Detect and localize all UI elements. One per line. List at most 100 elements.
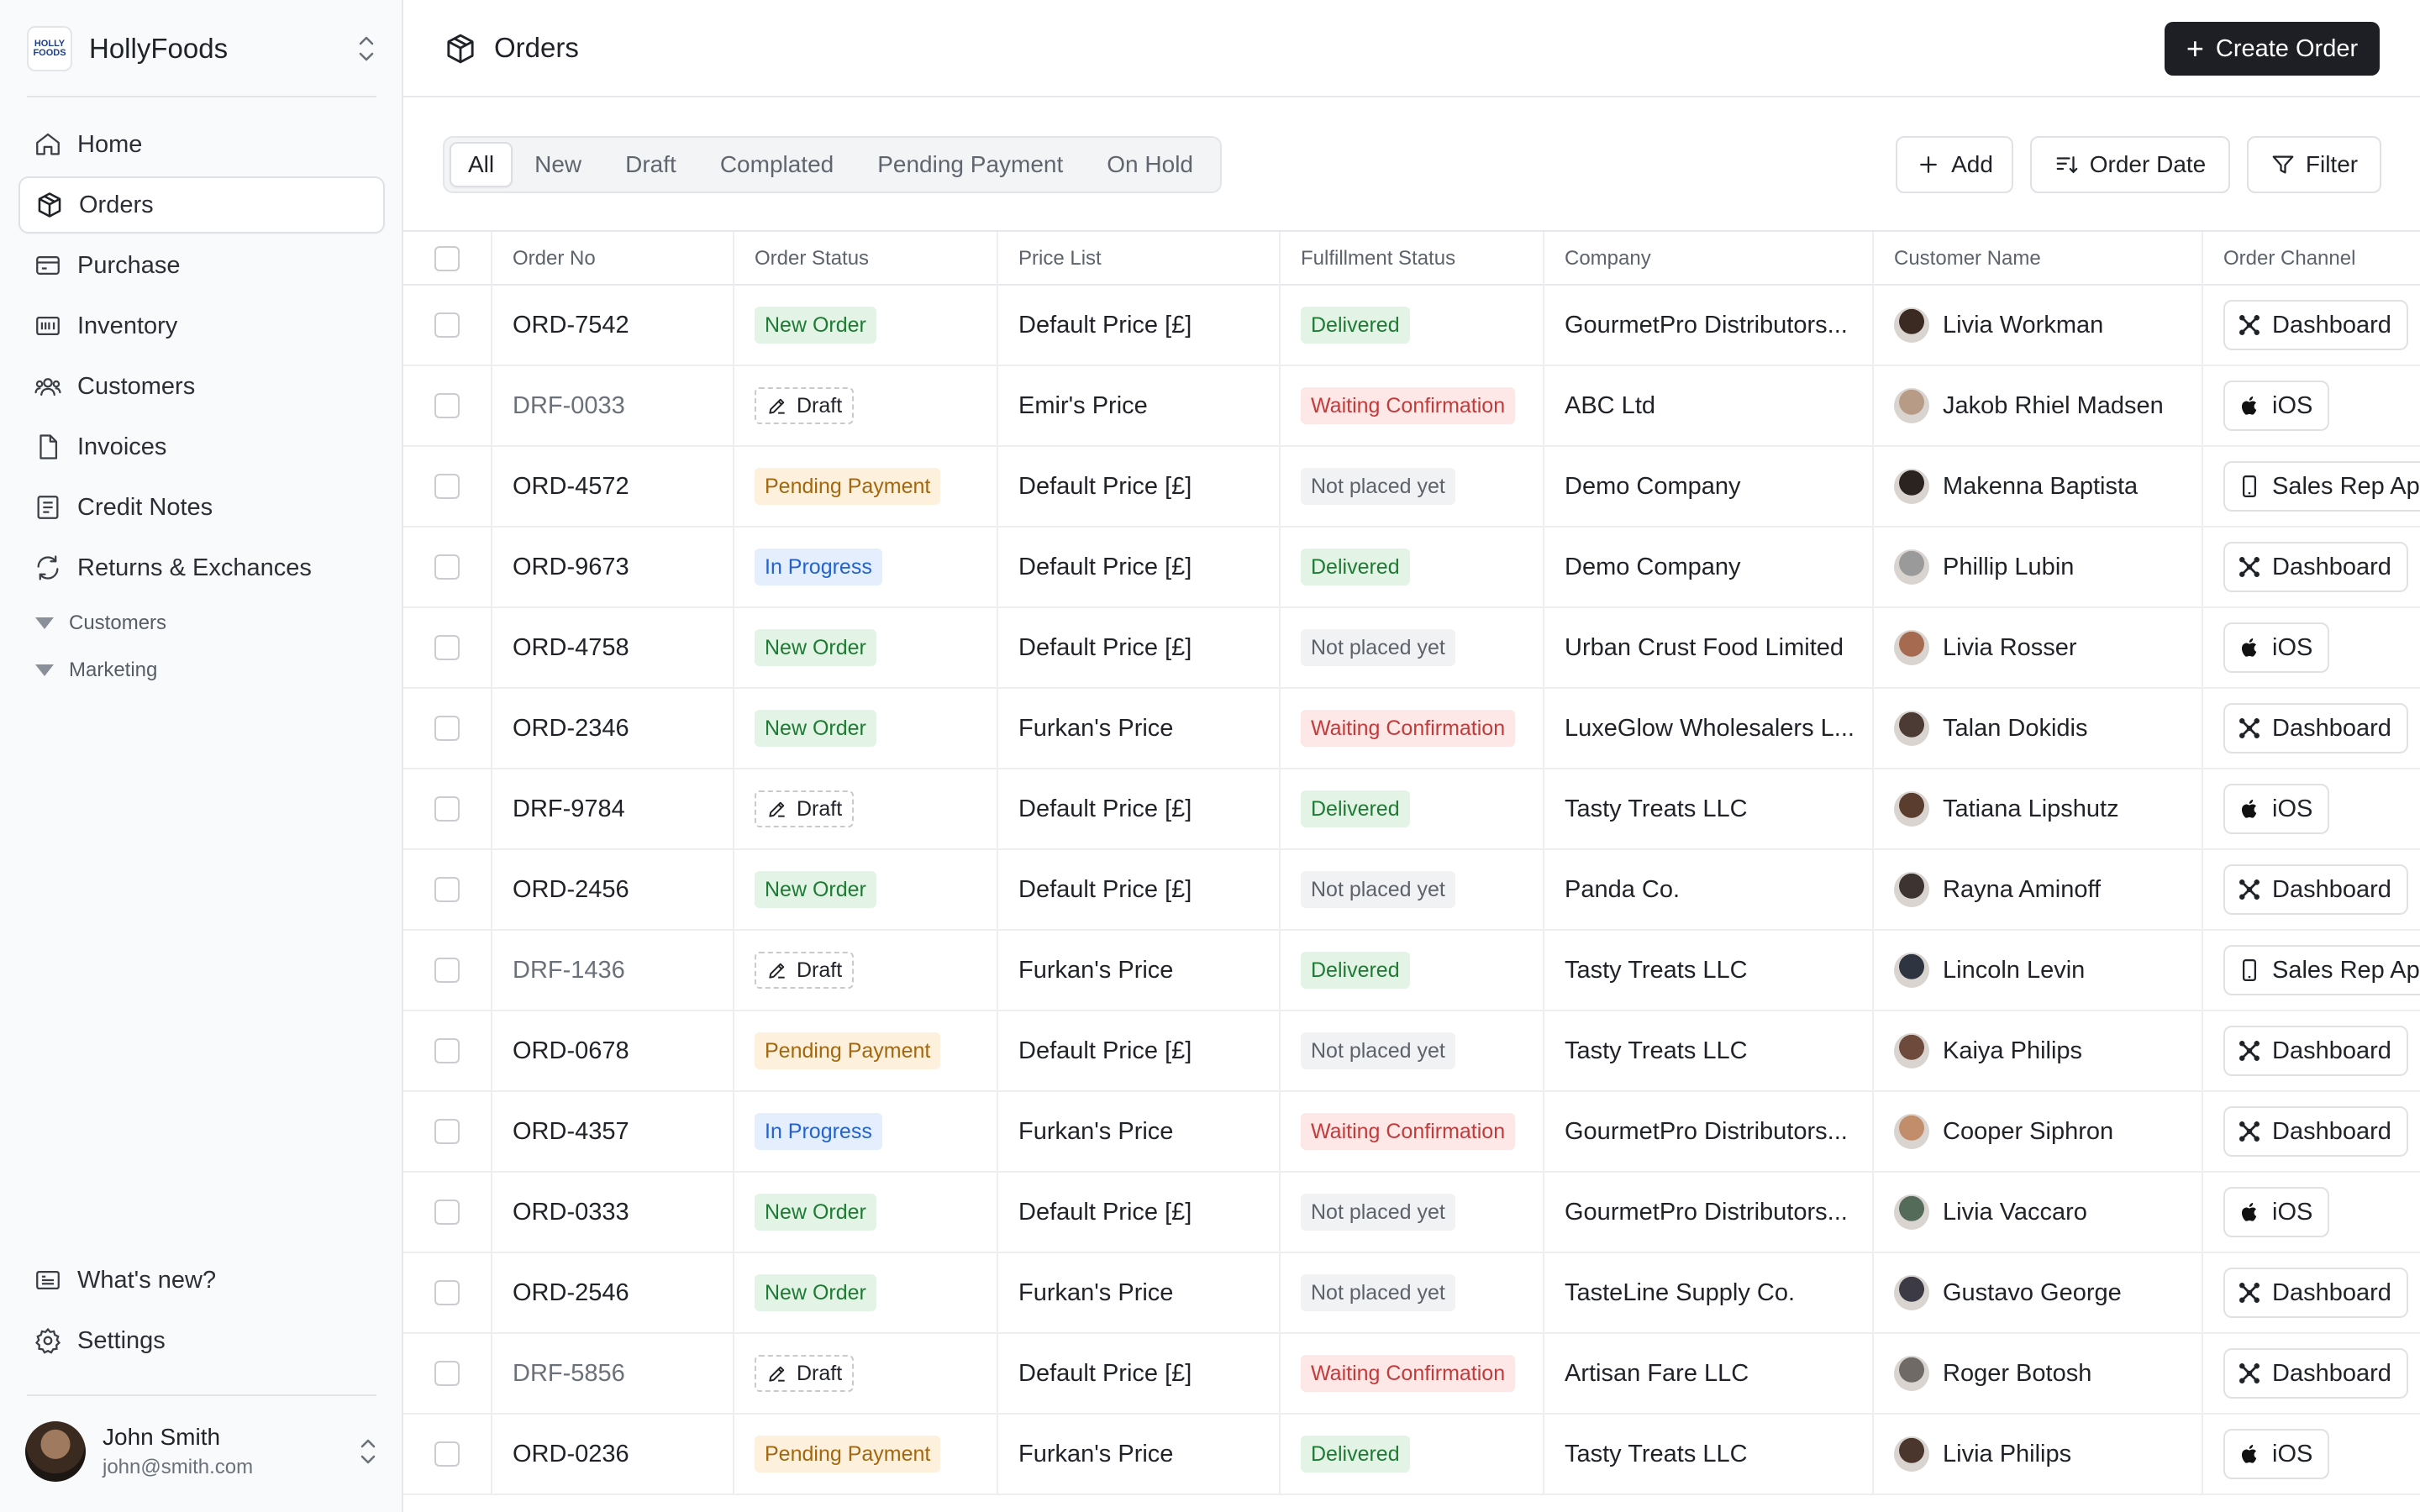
tab-draft[interactable]: Draft xyxy=(603,142,698,187)
row-checkbox[interactable] xyxy=(434,474,460,499)
column-header-order-status[interactable]: Order Status xyxy=(733,232,997,286)
sort-order-date-button[interactable]: Order Date xyxy=(2030,136,2230,193)
column-header-order-no[interactable]: Order No xyxy=(491,232,733,286)
row-checkbox[interactable] xyxy=(434,1200,460,1225)
tab-completed[interactable]: Complated xyxy=(698,142,855,187)
table-row[interactable]: DRF-5856 Draft Default Price [£] Waiting Co… xyxy=(403,1334,2420,1415)
order-channel-chip[interactable]: iOS xyxy=(2223,622,2329,673)
table-row[interactable]: ORD-2456 New Order Default Price [£] Not pl… xyxy=(403,850,2420,931)
nav-item-settings[interactable]: Settings xyxy=(18,1312,385,1369)
column-header-price-list[interactable]: Price List xyxy=(997,232,1279,286)
table-row[interactable]: ORD-9673 In Progress Default Price [£] Deli… xyxy=(403,528,2420,608)
row-checkbox[interactable] xyxy=(434,312,460,338)
orders-table: Order No Order Status Price List Fulfill… xyxy=(403,230,2420,1495)
order-channel-chip[interactable]: Sales Rep App xyxy=(2223,461,2420,512)
order-number[interactable]: ORD-2546 xyxy=(513,1279,629,1307)
order-channel-chip[interactable]: iOS xyxy=(2223,1429,2329,1479)
row-checkbox[interactable] xyxy=(434,877,460,902)
fulfillment-status-badge: Not placed yet xyxy=(1301,468,1455,505)
nav-group-customers[interactable]: Customers xyxy=(18,600,385,647)
order-number[interactable]: ORD-0236 xyxy=(513,1441,629,1468)
column-header-customer-name[interactable]: Customer Name xyxy=(1872,232,2202,286)
workspace-switcher[interactable]: HOLLY FOODS HollyFoods xyxy=(27,24,376,74)
table-row[interactable]: ORD-4758 New Order Default Price [£] Not pl… xyxy=(403,608,2420,689)
tab-on-hold[interactable]: On Hold xyxy=(1085,142,1215,187)
nav-group-marketing[interactable]: Marketing xyxy=(18,647,385,694)
nav-item-purchase[interactable]: Purchase xyxy=(18,237,385,294)
nav-item-invoices[interactable]: Invoices xyxy=(18,418,385,475)
row-checkbox[interactable] xyxy=(434,393,460,418)
table-row[interactable]: DRF-9784 Draft Default Price [£] Delivered T… xyxy=(403,769,2420,850)
table-row[interactable]: DRF-0033 Draft Emir's Price Waiting Confirm… xyxy=(403,366,2420,447)
company-cell: Demo Company xyxy=(1543,447,1872,526)
order-number[interactable]: DRF-9784 xyxy=(513,795,625,823)
table-row[interactable]: DRF-1436 Draft Furkan's Price Delivered Tast… xyxy=(403,931,2420,1011)
table-row[interactable]: ORD-7542 New Order Default Price [£] Delive… xyxy=(403,286,2420,366)
table-row[interactable]: ORD-4357 In Progress Furkan's Price Waiting… xyxy=(403,1092,2420,1173)
nav-item-orders[interactable]: Orders xyxy=(18,176,385,234)
column-header-order-channel[interactable]: Order Channel xyxy=(2202,232,2420,286)
order-channel-chip[interactable]: Dashboard xyxy=(2223,1348,2408,1399)
table-row[interactable]: ORD-2546 New Order Furkan's Price Not place… xyxy=(403,1253,2420,1334)
order-number[interactable]: ORD-2346 xyxy=(513,715,629,743)
order-channel-chip[interactable]: iOS xyxy=(2223,381,2329,431)
row-checkbox[interactable] xyxy=(434,1441,460,1467)
order-channel-chip[interactable]: Dashboard xyxy=(2223,703,2408,753)
chevron-up-down-icon[interactable] xyxy=(358,1435,378,1468)
table-row[interactable]: ORD-0236 Pending Payment Furkan's Price Del… xyxy=(403,1415,2420,1495)
table-row[interactable]: ORD-4572 Pending Payment Default Price [£]… xyxy=(403,447,2420,528)
order-number[interactable]: DRF-0033 xyxy=(513,392,625,420)
order-number[interactable]: ORD-7542 xyxy=(513,312,629,339)
nav-item-credit-notes[interactable]: Credit Notes xyxy=(18,479,385,536)
filter-button[interactable]: Filter xyxy=(2247,136,2381,193)
order-no-cell: DRF-1436 xyxy=(491,931,733,1010)
plus-icon xyxy=(1916,152,1941,177)
order-number[interactable]: ORD-0333 xyxy=(513,1199,629,1226)
order-number[interactable]: ORD-4572 xyxy=(513,473,629,501)
table-row[interactable]: ORD-2346 New Order Furkan's Price Waiting C… xyxy=(403,689,2420,769)
order-number[interactable]: ORD-9673 xyxy=(513,554,629,581)
tab-all[interactable]: All xyxy=(450,142,513,187)
row-checkbox[interactable] xyxy=(434,554,460,580)
row-checkbox[interactable] xyxy=(434,635,460,660)
nav-item-returns[interactable]: Returns & Exchances xyxy=(18,539,385,596)
order-channel-chip[interactable]: Dashboard xyxy=(2223,542,2408,592)
order-number[interactable]: DRF-1436 xyxy=(513,957,625,984)
order-number[interactable]: DRF-5856 xyxy=(513,1360,625,1388)
row-checkbox[interactable] xyxy=(434,716,460,741)
order-channel-chip[interactable]: Sales Rep App xyxy=(2223,945,2420,995)
row-checkbox[interactable] xyxy=(434,1038,460,1063)
row-checkbox[interactable] xyxy=(434,796,460,822)
order-channel-chip[interactable]: Dashboard xyxy=(2223,1268,2408,1318)
nav-item-whats-new[interactable]: What's new? xyxy=(18,1252,385,1309)
order-channel-chip[interactable]: Dashboard xyxy=(2223,864,2408,915)
row-checkbox[interactable] xyxy=(434,1361,460,1386)
tab-new[interactable]: New xyxy=(513,142,603,187)
create-order-button[interactable]: + Create Order xyxy=(2165,22,2380,76)
tab-pending-payment[interactable]: Pending Payment xyxy=(855,142,1085,187)
chevron-up-down-icon[interactable] xyxy=(356,32,376,66)
price-list: Default Price [£] xyxy=(1018,1199,1192,1226)
order-number[interactable]: ORD-4758 xyxy=(513,634,629,662)
row-checkbox[interactable] xyxy=(434,1280,460,1305)
nav-item-home[interactable]: Home xyxy=(18,116,385,173)
select-all-checkbox[interactable] xyxy=(434,246,460,271)
add-button[interactable]: Add xyxy=(1896,136,2013,193)
order-channel-chip[interactable]: Dashboard xyxy=(2223,300,2408,350)
nav-item-inventory[interactable]: Inventory xyxy=(18,297,385,354)
table-row[interactable]: ORD-0678 Pending Payment Default Price [£]… xyxy=(403,1011,2420,1092)
order-channel-chip[interactable]: iOS xyxy=(2223,1187,2329,1237)
column-header-company[interactable]: Company xyxy=(1543,232,1872,286)
order-channel-chip[interactable]: iOS xyxy=(2223,784,2329,834)
column-header-fulfillment-status[interactable]: Fulfillment Status xyxy=(1279,232,1543,286)
user-menu[interactable]: John Smith john@smith.com xyxy=(25,1418,378,1485)
order-number[interactable]: ORD-4357 xyxy=(513,1118,629,1146)
row-checkbox[interactable] xyxy=(434,958,460,983)
order-channel-chip[interactable]: Dashboard xyxy=(2223,1026,2408,1076)
nav-item-customers[interactable]: Customers xyxy=(18,358,385,415)
order-number[interactable]: ORD-0678 xyxy=(513,1037,629,1065)
order-number[interactable]: ORD-2456 xyxy=(513,876,629,904)
row-checkbox[interactable] xyxy=(434,1119,460,1144)
table-row[interactable]: ORD-0333 New Order Default Price [£] Not pl… xyxy=(403,1173,2420,1253)
order-channel-chip[interactable]: Dashboard xyxy=(2223,1106,2408,1157)
